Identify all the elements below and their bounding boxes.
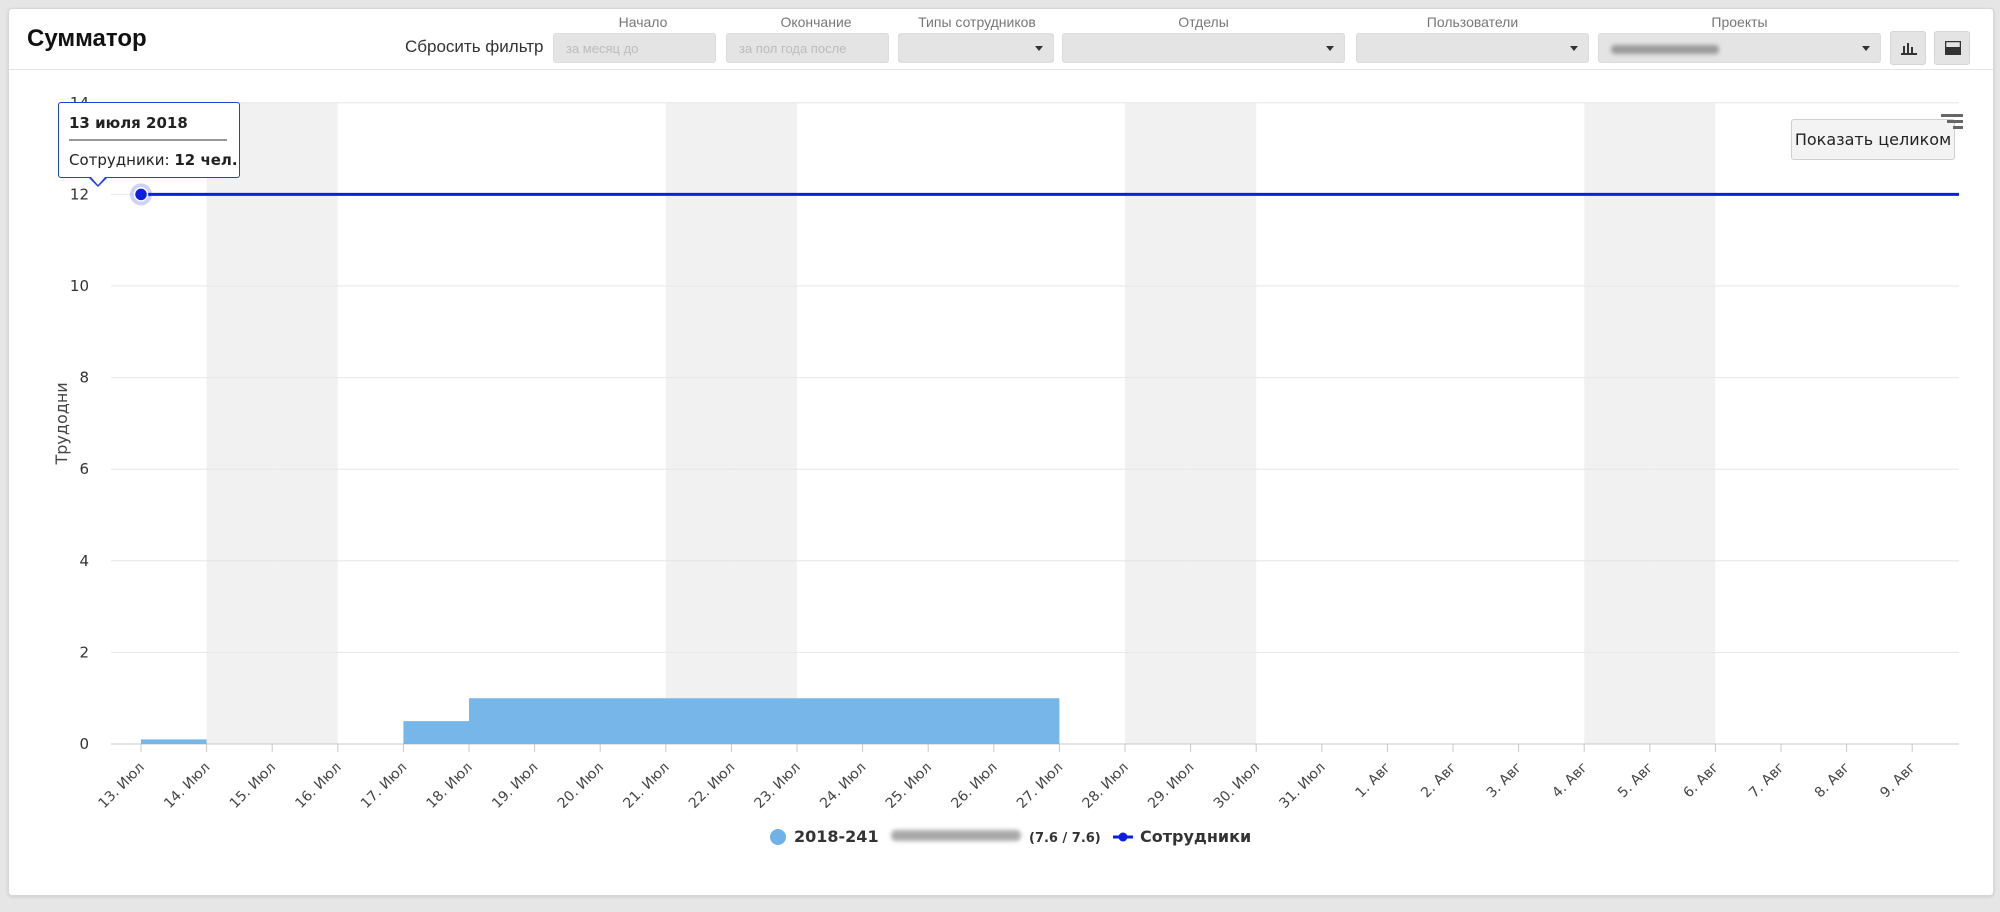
summator-card: Сумматор Сбросить фильтр Начало за месяц… <box>8 8 1994 896</box>
end-label: Окончание <box>780 14 852 30</box>
x-tick-label: 5. Авг <box>1615 760 1657 802</box>
x-tick-label: 29. Июл <box>1145 760 1197 812</box>
weekend-band <box>731 102 797 745</box>
legend-marker-dot <box>1118 832 1128 842</box>
y-tick-label: 2 <box>79 643 89 661</box>
legend-line-name: Сотрудники <box>1140 827 1251 846</box>
window-icon <box>1945 41 1961 55</box>
x-tick-label: 9. Авг <box>1877 760 1919 802</box>
x-tick-label: 8. Авг <box>1812 760 1854 802</box>
chevron-down-icon <box>1570 46 1578 51</box>
series-area-2018-241 <box>141 698 1978 744</box>
weekend-band <box>1584 102 1650 745</box>
x-tick-label: 28. Июл <box>1080 760 1132 812</box>
y-tick-label: 6 <box>79 460 89 478</box>
bar-chart-view-button[interactable] <box>1890 31 1926 65</box>
projects-label: Проекты <box>1711 14 1768 30</box>
weekend-band <box>272 102 338 745</box>
weekend-band <box>1190 102 1257 745</box>
window-view-button[interactable] <box>1934 31 1970 65</box>
y-tick-label: 4 <box>79 552 89 570</box>
legend-bar-name: 2018-241 <box>794 827 879 846</box>
legend-bar-suffix: (7.6 / 7.6) <box>1029 831 1101 846</box>
tooltip-divider <box>69 139 227 141</box>
x-tick-label: 16. Июл <box>292 760 344 812</box>
x-tick-label: 15. Июл <box>227 760 279 812</box>
employee-types-label: Типы сотрудников <box>918 14 1036 30</box>
x-tick-label: 19. Июл <box>489 760 541 812</box>
legend-bar-blurred-name <box>891 830 1021 841</box>
reset-filter-link[interactable]: Сбросить фильтр <box>405 37 544 56</box>
x-tick-label: 31. Июл <box>1276 760 1328 812</box>
y-tick-label: 8 <box>79 369 89 387</box>
projects-select[interactable] <box>1598 33 1881 63</box>
x-tick-label: 1. Авг <box>1353 760 1395 802</box>
users-select[interactable] <box>1356 33 1589 63</box>
x-tick-label: 27. Июл <box>1014 760 1066 812</box>
x-tick-label: 25. Июл <box>883 760 935 812</box>
tooltip-title: 13 июля 2018 <box>69 114 188 132</box>
tooltip-line: Сотрудники: 12 чел. <box>69 151 238 169</box>
page-title: Сумматор <box>27 25 147 52</box>
x-tick-label: 30. Июл <box>1211 760 1263 812</box>
chevron-down-icon <box>1326 46 1334 51</box>
x-tick-label: 23. Июл <box>752 760 804 812</box>
end-date-input[interactable]: за пол года после <box>726 33 889 63</box>
departments-select[interactable] <box>1062 33 1345 63</box>
departments-label: Отделы <box>1178 14 1229 30</box>
x-tick-label: 2. Авг <box>1418 760 1460 802</box>
hover-point <box>133 187 149 202</box>
projects-selected-value <box>1611 45 1719 54</box>
y-tick-label: 12 <box>70 185 89 203</box>
weekend-band <box>1125 102 1191 745</box>
x-tick-label: 24. Июл <box>817 760 869 812</box>
legend-marker-bar <box>770 829 786 845</box>
x-tick-label: 3. Авг <box>1484 760 1526 802</box>
x-tick-label: 17. Июл <box>358 760 410 812</box>
bar-chart-icon <box>1901 43 1917 55</box>
weekend-band <box>1649 102 1716 745</box>
x-tick-label: 20. Июл <box>555 760 607 812</box>
y-tick-label: 10 <box>70 277 89 295</box>
y-axis-title: Трудодни <box>52 382 71 465</box>
employee-types-select[interactable] <box>898 33 1054 63</box>
y-tick-label: 0 <box>79 735 89 753</box>
chart-menu-icon[interactable] <box>1941 113 1963 131</box>
end-date-placeholder: за пол года после <box>739 41 847 56</box>
tooltip-label: Сотрудники: <box>69 151 170 169</box>
chevron-down-icon <box>1862 46 1870 51</box>
chevron-down-icon <box>1035 46 1043 51</box>
users-label: Пользователи <box>1426 14 1519 30</box>
weekend-band <box>206 102 273 745</box>
chart-tooltip: 13 июля 2018 Сотрудники: 12 чел. <box>58 102 240 178</box>
tooltip-value: 12 чел. <box>174 151 238 169</box>
x-tick-label: 13. Июл <box>96 760 148 812</box>
show-all-button[interactable]: Показать целиком <box>1791 119 1955 160</box>
start-date-input[interactable]: за месяц до <box>553 33 716 63</box>
x-tick-label: 4. Авг <box>1549 760 1591 802</box>
x-tick-label: 22. Июл <box>686 760 738 812</box>
x-tick-label: 18. Июл <box>424 760 476 812</box>
tooltip-arrow-inner <box>90 176 106 185</box>
x-tick-label: 14. Июл <box>161 760 213 812</box>
start-date-placeholder: за месяц до <box>566 41 639 56</box>
weekend-band <box>665 102 732 745</box>
x-tick-label: 26. Июл <box>948 760 1000 812</box>
header-bar: Сумматор Сбросить фильтр Начало за месяц… <box>9 9 1993 70</box>
x-tick-label: 7. Авг <box>1746 760 1788 802</box>
start-label: Начало <box>618 14 668 30</box>
x-tick-label: 21. Июл <box>620 760 672 812</box>
x-tick-label: 6. Авг <box>1681 760 1723 802</box>
